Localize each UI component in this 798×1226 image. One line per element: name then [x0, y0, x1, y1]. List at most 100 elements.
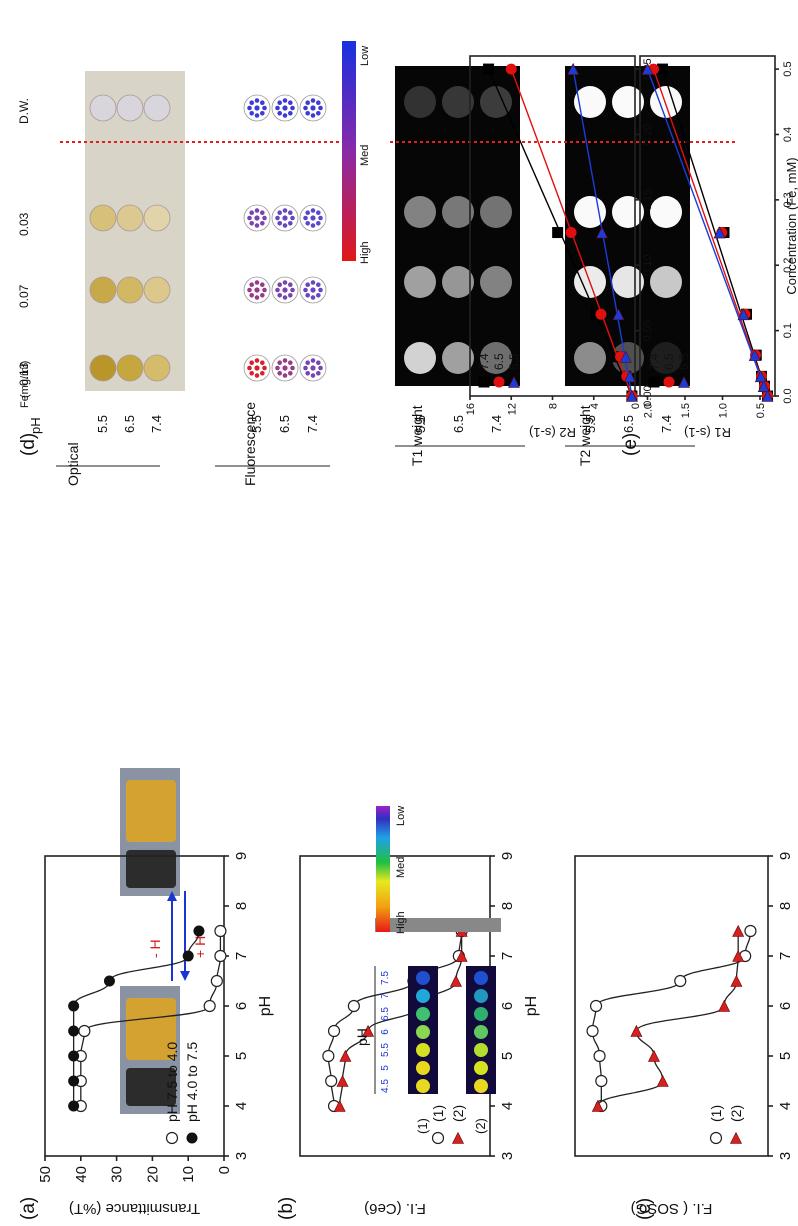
d-colorbar [342, 41, 356, 261]
fluorescence-dot [277, 210, 282, 215]
fluorescence-dot [254, 105, 260, 111]
data-point [732, 924, 745, 937]
fluorescence-dot [310, 215, 316, 221]
data-point [748, 348, 761, 361]
data-point [210, 974, 223, 988]
x-tick-label: 0.05 [642, 320, 654, 341]
t1-tube [404, 266, 436, 298]
d-colorbar-low: Low [359, 46, 371, 66]
data-point [623, 370, 636, 383]
fluorescence-dot [310, 223, 316, 228]
y-axis-label: F.I. ( SOSG) [631, 1200, 713, 1217]
optical-well [89, 276, 117, 304]
fluorescence-dot [288, 360, 293, 365]
inset-colorbar-med: Med [395, 857, 407, 878]
inset-well-row2 [474, 1061, 488, 1075]
legend-marker [678, 375, 690, 388]
inset-colorbar-low: Low [395, 806, 407, 826]
fit-line [652, 68, 769, 397]
data-point [214, 924, 227, 938]
data-point [612, 308, 625, 321]
inset-well-row1 [416, 971, 430, 985]
t1-tube [404, 342, 436, 374]
fluorescence-dot [310, 358, 316, 363]
panel-b-label: (b) [276, 1197, 297, 1220]
fluorescence-dot [316, 371, 321, 376]
y-tick-label: 16 [465, 403, 477, 415]
fluorescence-dot [277, 360, 282, 365]
y-tick-label: 1.5 [680, 403, 692, 418]
x-tick-label: 0.3 [782, 192, 794, 207]
fluorescence-dot [288, 111, 293, 116]
data-point [182, 950, 194, 962]
y-tick-label: 20 [144, 1166, 161, 1183]
fluorescence-dot [254, 373, 260, 378]
data-point [68, 1100, 80, 1112]
inset-colorbar [376, 806, 390, 932]
fluorescence-dot [305, 221, 310, 226]
fluorescence-col-label: 6.5 [277, 415, 292, 433]
t1-tube [404, 196, 436, 228]
arrow-to-right-head [167, 891, 177, 901]
data-point [203, 999, 216, 1013]
inset-ph-title: pH [354, 1028, 370, 1046]
data-point [737, 308, 750, 321]
fluorescence-dot [262, 287, 267, 293]
fluorescence-dot [282, 358, 288, 363]
panel-d: (d) pH Fe (mg/ml) 0.13 0.07 0.03 D.W. Op… [17, 41, 371, 486]
fluorescence-header: Fluorescence [242, 402, 258, 486]
t2-col-label: 6.5 [621, 415, 636, 433]
fluorescence-col-label: 7.4 [305, 415, 320, 433]
t1-tube [480, 86, 512, 118]
fluorescence-dot [254, 223, 260, 228]
optical-well [143, 276, 171, 304]
x-tick-label: 0.15 [642, 189, 654, 210]
fluorescence-dot [310, 208, 316, 213]
inset-ph-col-label: 6.5 [380, 1007, 391, 1021]
fluorescence-dot [316, 293, 321, 298]
t2-tube [650, 266, 682, 298]
fluorescence-dot [282, 113, 288, 118]
x-tick-label: 4 [233, 1102, 250, 1110]
fluorescence-dot [316, 360, 321, 365]
fluorescence-dot [275, 287, 280, 293]
data-point [595, 1074, 608, 1088]
fluorescence-dot [305, 360, 310, 365]
fluorescence-dot [277, 111, 282, 116]
inset-well-row1 [416, 1043, 430, 1057]
fluorescence-dot [288, 210, 293, 215]
fluorescence-dot [260, 360, 265, 365]
data-point [505, 63, 517, 75]
legend-label: (2) [728, 1105, 744, 1122]
inset-row-2-label: (2) [473, 1118, 488, 1134]
panel-a-inset-photo: - H + H [120, 768, 208, 1114]
x-tick-label: 8 [777, 902, 794, 910]
fluorescence-dot [277, 282, 282, 287]
fluorescence-dot [254, 208, 260, 213]
data-point [732, 949, 745, 962]
panel-e-mri: T1 weight T2 weight 5.5 6.5 7.4 5.5 6.5 7.4 [390, 66, 735, 466]
data-point [552, 227, 564, 239]
data-point [78, 1024, 91, 1038]
x-tick-label: 0.5 [782, 61, 794, 76]
mri-t1: 5.5 6.5 7.4 [395, 66, 520, 433]
fluorescence-dot [275, 365, 280, 371]
y-axis-label: Transmittance (%T) [69, 1200, 200, 1217]
fluorescence-dot [290, 105, 295, 111]
fluorescence-dot [303, 215, 308, 221]
t1-tube [480, 266, 512, 298]
fluorescence-dot [305, 282, 310, 287]
inset-well-row1 [416, 1007, 430, 1021]
optical-col-label: 7.4 [149, 415, 164, 433]
data-point [333, 1099, 346, 1112]
fluorescence-dot [282, 280, 288, 285]
plot-frame [639, 55, 776, 397]
d-fe-label: Fe [19, 395, 31, 408]
inset-ph-col-label: 7 [380, 993, 391, 999]
legend-marker [663, 376, 675, 388]
panel-e: (e) 0.000.050.100.150.200.250481216R2 (s… [465, 55, 798, 456]
data-point [449, 974, 462, 987]
fluorescence-dot [277, 100, 282, 105]
